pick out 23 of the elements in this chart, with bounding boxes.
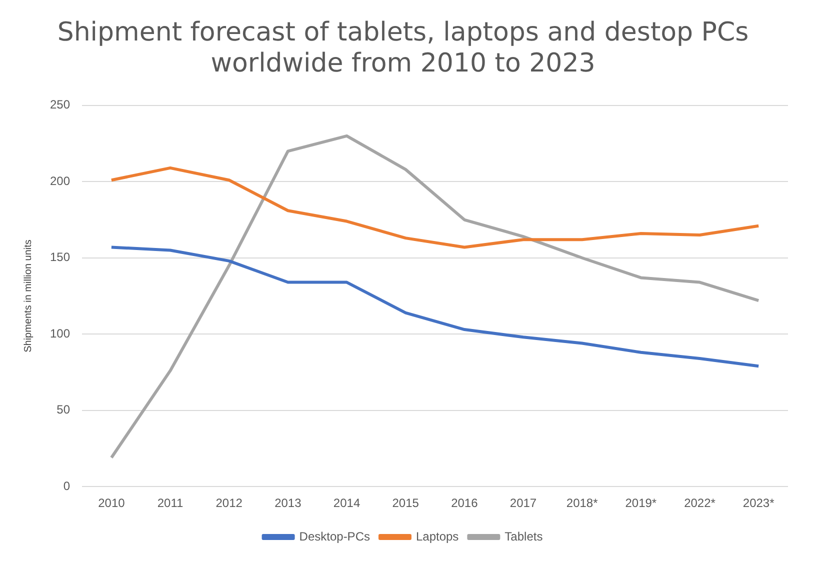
x-tick-label: 2022* [684, 496, 716, 510]
y-tick-label: 0 [63, 478, 70, 493]
x-tick-label: 2010 [98, 496, 126, 510]
y-tick-label: 250 [50, 98, 70, 112]
x-tick-label: 2017 [510, 496, 537, 510]
legend-label: Tablets [504, 529, 543, 544]
x-tick-label: 2012 [216, 496, 243, 510]
chart-title: Shipment forecast of tablets, laptops and destop PCs worldwide from 2010 to 2023 [57, 17, 749, 79]
x-tick-label: 2011 [157, 496, 184, 510]
y-axis-title: Shipments in million units [22, 240, 34, 352]
x-tick-label: 2018* [566, 496, 598, 510]
x-tick-label: 2013 [274, 496, 302, 510]
x-tick-label: 2023* [742, 496, 775, 510]
x-tick-label: 2016 [451, 496, 478, 510]
y-tick-label: 50 [56, 402, 70, 417]
x-tick-label: 2014 [333, 496, 360, 510]
y-tick-label: 100 [50, 326, 70, 340]
legend-label: Desktop-PCs [299, 529, 370, 544]
legend-label: Laptops [416, 529, 459, 544]
x-tick-label: 2019* [625, 496, 657, 510]
x-tick-label: 2015 [392, 496, 420, 510]
y-tick-label: 200 [50, 174, 70, 188]
y-tick-label: 150 [50, 250, 70, 264]
